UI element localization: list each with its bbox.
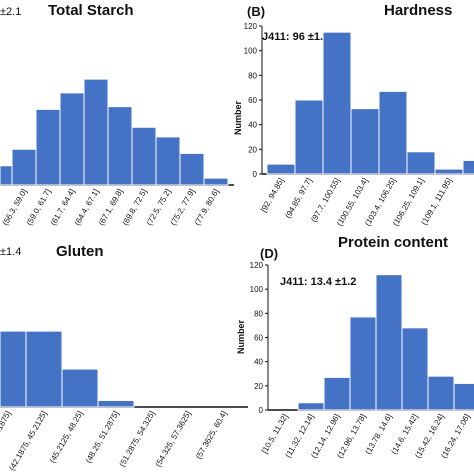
bar: [131, 126, 157, 186]
x-tick-label: (48.25, 51.2875]: [84, 410, 121, 465]
bar: [179, 152, 205, 186]
bar: [83, 78, 109, 186]
title-total-starch: Total Starch: [48, 2, 134, 19]
annotation-a: ±2.1: [0, 6, 21, 18]
title-hardness: Hardness: [384, 2, 452, 19]
x-tick-label: (54.325, 57.3625]: [154, 410, 193, 469]
bar: [375, 274, 403, 411]
y-tick-label: 20: [254, 382, 263, 391]
y-tick-label: 120: [250, 261, 264, 270]
y-tick-label: 40: [248, 121, 257, 130]
panel-label-d: (D): [260, 246, 278, 261]
bar: [434, 168, 464, 175]
bar: [155, 136, 181, 186]
bar: [401, 327, 429, 411]
bar: [11, 148, 37, 186]
annotation-b: J411: 96 ±1.2: [262, 31, 329, 43]
x-tick-label: (94.85, 97.7]: [283, 177, 313, 220]
y-tick-label: 80: [254, 309, 263, 318]
panel-gluten: ±1.4 Gluten (39.125, 42.1875](42.1875, 4…: [0, 243, 248, 472]
y-axis-label-d: Number: [236, 320, 246, 355]
y-axis-label-b: Number: [233, 101, 243, 136]
x-tick-label: (14.6, 15.42]: [389, 413, 419, 456]
bar: [25, 330, 63, 408]
bar: [406, 151, 436, 175]
y-tick-label: 0: [253, 170, 258, 179]
x-tick-label: (39.125, 42.1875]: [0, 410, 13, 469]
y-tick-label: 0: [259, 406, 264, 415]
y-tick-label: 20: [248, 145, 257, 154]
bar: [323, 376, 351, 411]
bar: [427, 375, 455, 411]
bar: [266, 163, 296, 175]
x-tick-label: (42.1875, 45.2125]: [7, 410, 48, 473]
title-gluten: Gluten: [56, 243, 104, 260]
y-tick-label: 60: [248, 96, 257, 105]
x-tick-label: (77.9, 80.6]: [193, 188, 221, 228]
x-tick-label: (57.3625, 60.4]: [194, 410, 229, 461]
panel-total-starch: ±2.1 Total Starch (56.3, 59.0](59.0, 61.…: [0, 2, 234, 227]
bar-partial: [0, 330, 27, 408]
bar: [35, 108, 61, 186]
y-tick-label: 120: [244, 22, 258, 31]
y-tick-label: 100: [244, 47, 258, 56]
y-tick-label: 80: [248, 71, 257, 80]
bar: [349, 316, 377, 411]
y-tick-label: 40: [254, 358, 263, 367]
bar: [61, 368, 99, 408]
bar: [294, 99, 324, 175]
bar: [350, 108, 380, 175]
panel-hardness: (B) Hardness J411: 96 ±1.2 Number 0 20 40 6…: [233, 2, 474, 228]
bar: [462, 159, 474, 175]
annotation-c: ±1.4: [0, 246, 21, 258]
bar: [59, 92, 85, 186]
bar: [453, 382, 474, 411]
bar: [107, 106, 133, 186]
panel-protein-content: (D) Protein content J411: 13.4 ±1.2 Numb…: [236, 234, 474, 460]
x-tick-label: [92, 94.85]: [259, 177, 286, 214]
bar: [97, 399, 135, 408]
x-tick-label: (13.78, 14.6]: [363, 413, 393, 456]
x-tick-label: (45.2125, 48.25]: [48, 410, 85, 465]
y-tick-label: 100: [250, 285, 264, 294]
annotation-d: J411: 13.4 ±1.2: [280, 276, 356, 288]
bar: [378, 90, 408, 175]
bar: [203, 177, 229, 186]
panel-label-b: (B): [247, 4, 265, 19]
bar: [297, 402, 325, 411]
title-protein-content: Protein content: [338, 234, 448, 251]
x-tick-label: (51.2875, 54.325]: [118, 410, 157, 469]
x-tick-label: [10.5, 11.32]: [260, 413, 290, 456]
bar: [322, 31, 352, 175]
y-tick-label: 60: [254, 334, 263, 343]
x-tick-label: (97.7, 100.55]: [309, 177, 341, 224]
x-tick-label: (109.1, 111.95]: [420, 177, 454, 227]
